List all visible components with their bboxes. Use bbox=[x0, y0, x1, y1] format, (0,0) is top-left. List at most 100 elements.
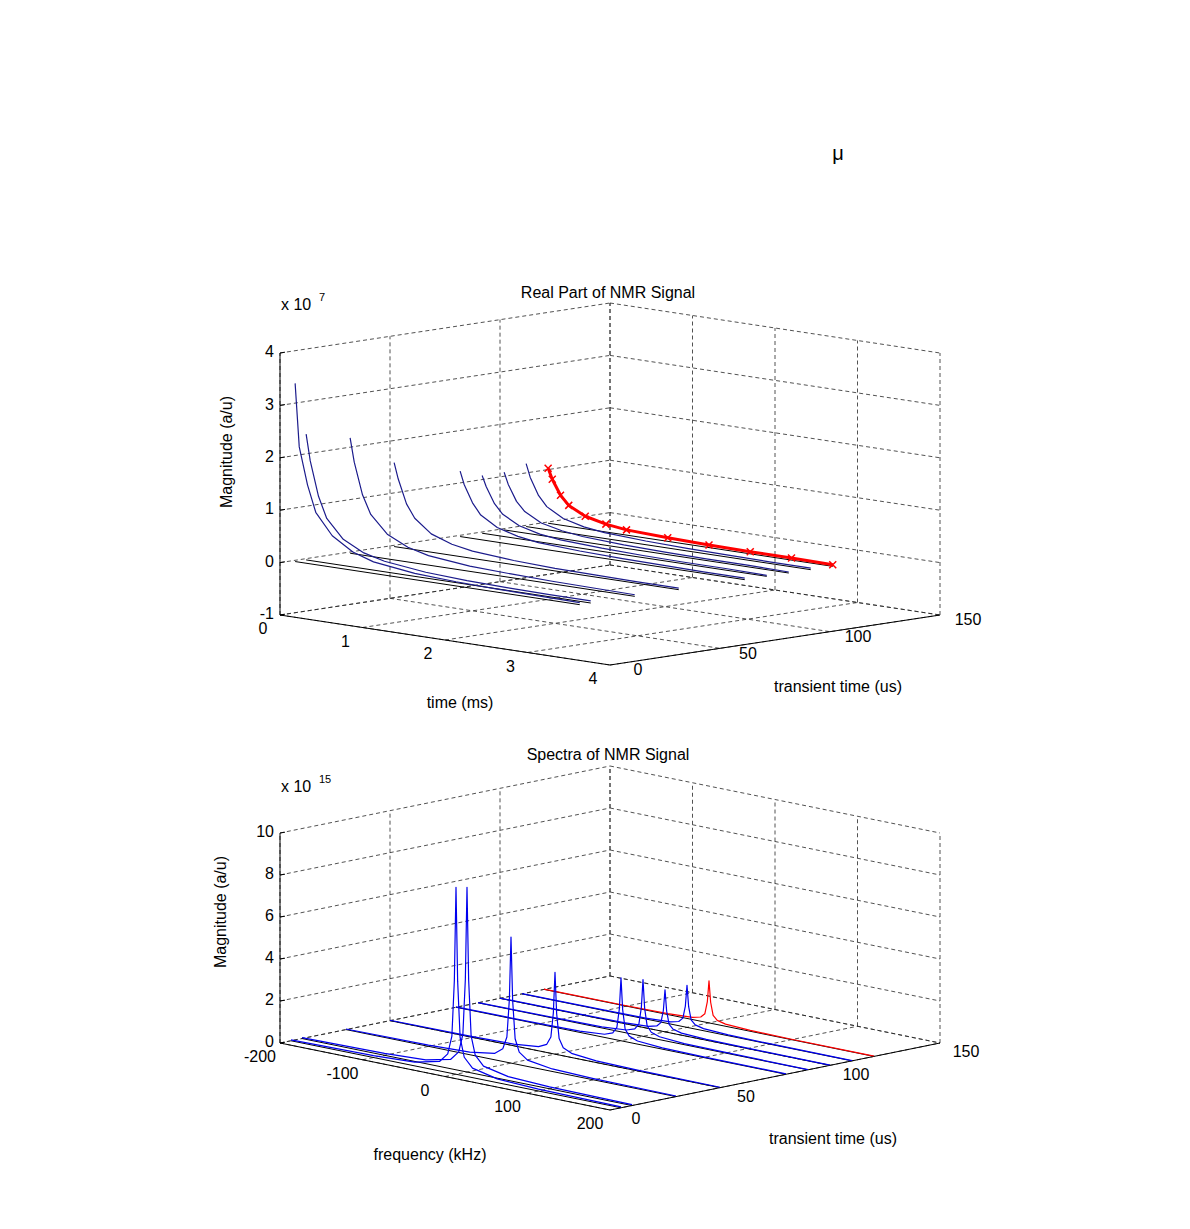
tick-label: 4 bbox=[589, 670, 598, 687]
tick-label: 150 bbox=[953, 1043, 980, 1060]
trace bbox=[291, 887, 621, 1107]
baseline bbox=[482, 533, 767, 576]
grid-line bbox=[940, 833, 941, 1043]
trace bbox=[482, 476, 767, 576]
grid-line bbox=[280, 565, 610, 615]
tick bbox=[280, 404, 285, 406]
tick-label: 100 bbox=[845, 628, 872, 645]
grid-line bbox=[363, 993, 693, 1060]
tick bbox=[280, 874, 285, 876]
grid-line bbox=[280, 460, 610, 510]
plot-area bbox=[295, 383, 836, 604]
axis-multiplier: x 10 bbox=[281, 296, 311, 313]
z-axis bbox=[280, 833, 281, 1043]
trace bbox=[460, 471, 745, 578]
grid-line bbox=[610, 976, 940, 1043]
x-axis bbox=[280, 615, 610, 665]
grid-line bbox=[390, 811, 391, 1021]
grid-line bbox=[280, 808, 610, 875]
chart: Spectra of NMR Signal0246810-200-1000100… bbox=[212, 746, 979, 1163]
trace bbox=[478, 980, 808, 1070]
marker bbox=[565, 502, 572, 509]
axis-label: Magnitude (a/u) bbox=[218, 396, 235, 508]
grid-line bbox=[363, 578, 693, 628]
tick-label: 3 bbox=[265, 396, 274, 413]
baseline bbox=[390, 1021, 720, 1088]
baseline bbox=[302, 1039, 632, 1106]
tick bbox=[280, 1042, 285, 1044]
grid-line bbox=[280, 976, 610, 1043]
grid-line bbox=[280, 615, 610, 665]
marker bbox=[623, 526, 630, 533]
marker bbox=[664, 534, 671, 541]
marker bbox=[557, 492, 564, 499]
grid-line bbox=[390, 1021, 720, 1088]
tick bbox=[280, 916, 285, 918]
grid-line bbox=[775, 800, 776, 1010]
tick-label: -100 bbox=[326, 1065, 358, 1082]
tick-label: 0 bbox=[632, 1110, 641, 1127]
grid-line bbox=[280, 353, 281, 615]
tick bbox=[280, 958, 285, 960]
grid-line bbox=[857, 341, 858, 603]
tick-label: 0 bbox=[265, 553, 274, 570]
tick bbox=[280, 457, 285, 459]
axis-exponent: 7 bbox=[319, 291, 325, 303]
tick-label: 1 bbox=[265, 500, 274, 517]
marker bbox=[788, 555, 795, 562]
grid-line bbox=[280, 976, 610, 1043]
tick bbox=[280, 509, 285, 511]
tick-label: 8 bbox=[265, 865, 274, 882]
trace bbox=[394, 463, 679, 588]
y-axis bbox=[610, 1043, 940, 1110]
tick bbox=[280, 561, 285, 563]
grid-line bbox=[610, 565, 940, 615]
grid-line bbox=[610, 615, 940, 665]
trace bbox=[548, 468, 833, 565]
grid-line bbox=[692, 316, 693, 578]
baseline bbox=[548, 523, 833, 566]
tick-label: 50 bbox=[737, 1088, 755, 1105]
grid-line bbox=[280, 833, 281, 1043]
baseline bbox=[295, 562, 580, 605]
grid-line bbox=[280, 513, 610, 563]
axis-multiplier: x 10 bbox=[281, 778, 311, 795]
grid-line bbox=[280, 408, 610, 458]
tick-label: 50 bbox=[739, 645, 757, 662]
title: Spectra of NMR Signal bbox=[527, 746, 690, 763]
axis-label: Magnitude (a/u) bbox=[212, 856, 229, 968]
baseline bbox=[346, 1030, 676, 1097]
grid-line bbox=[280, 934, 610, 1001]
x-axis bbox=[280, 1043, 610, 1110]
grid-line bbox=[610, 766, 940, 833]
grid-line bbox=[280, 850, 610, 917]
tick-label: 3 bbox=[506, 658, 515, 675]
grid-line bbox=[500, 788, 501, 998]
trace bbox=[504, 472, 789, 572]
chart: Real Part of NMR Signal-1012340123405010… bbox=[218, 142, 981, 711]
marker bbox=[582, 513, 589, 520]
grid-line bbox=[280, 303, 610, 353]
axis-label: frequency (kHz) bbox=[374, 1146, 487, 1163]
marker bbox=[602, 521, 609, 528]
marker bbox=[549, 476, 556, 483]
trace bbox=[500, 990, 830, 1065]
trace bbox=[350, 438, 635, 595]
tick-label: 150 bbox=[955, 611, 982, 628]
trace bbox=[295, 383, 580, 602]
grid-line bbox=[857, 816, 858, 1026]
grid-line bbox=[280, 355, 610, 405]
tick-label: 100 bbox=[494, 1098, 521, 1115]
trace bbox=[302, 887, 632, 1104]
grid-line bbox=[528, 603, 858, 653]
tick-label: 200 bbox=[577, 1115, 604, 1132]
grid-line bbox=[280, 1043, 610, 1110]
trace bbox=[346, 937, 676, 1096]
grid-line bbox=[390, 598, 720, 648]
z-axis bbox=[280, 353, 281, 615]
grid-line bbox=[610, 1043, 940, 1110]
trace bbox=[456, 978, 786, 1074]
grid-line bbox=[500, 582, 830, 632]
marker bbox=[747, 548, 754, 555]
baseline bbox=[306, 560, 591, 603]
